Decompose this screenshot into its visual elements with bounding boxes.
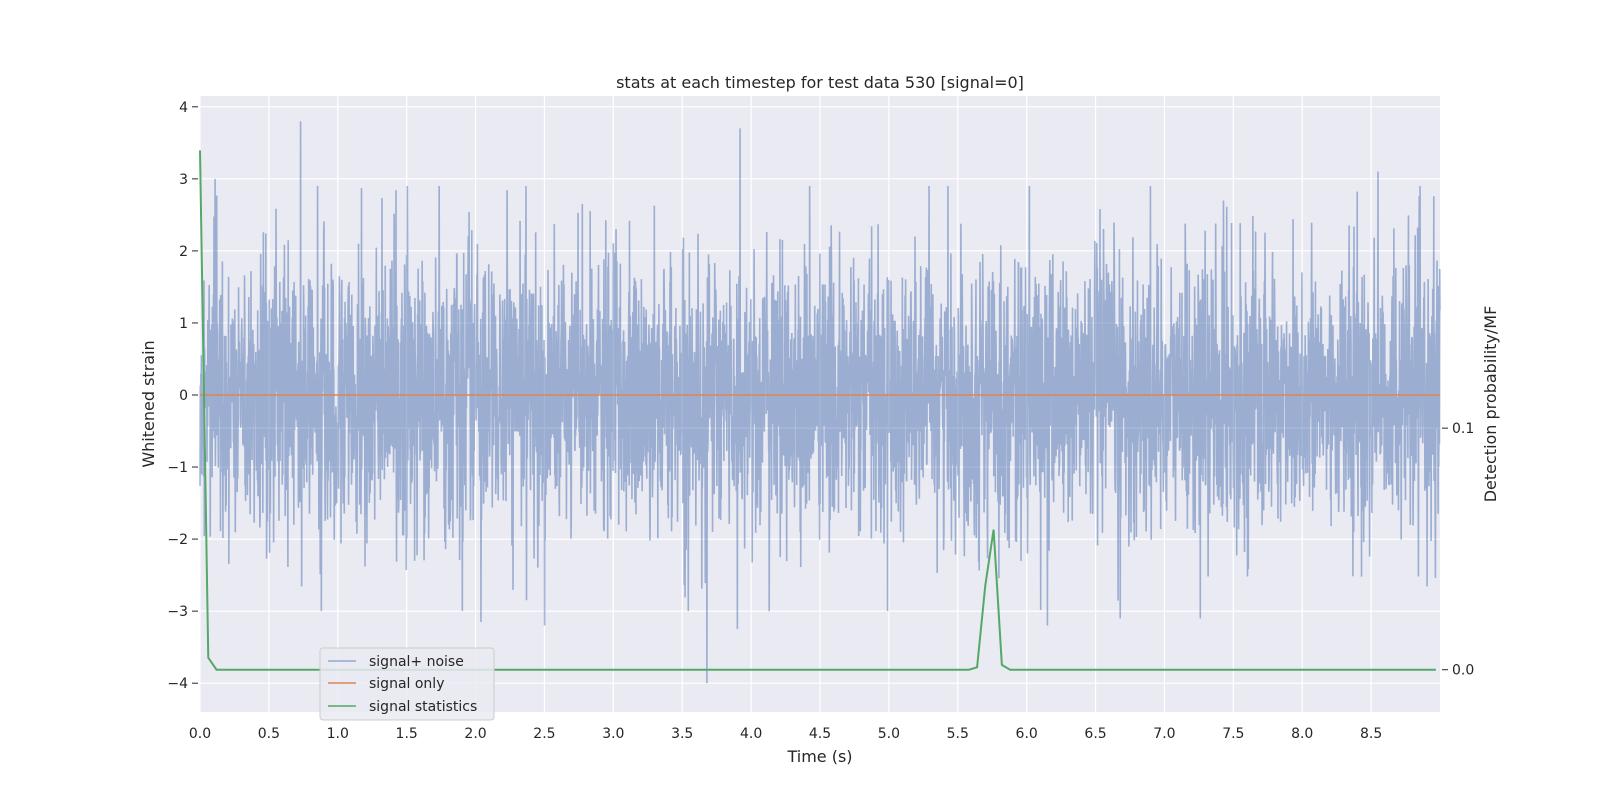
ticks: 0.0 0.5 1.0 1.5 2.0 2.5 3.0 3.5 4.0 4.5 5.0 5.5 6.0 6… [167, 100, 1474, 742]
x-tick-label: 4.5 [809, 726, 831, 742]
x-tick-label: 8.0 [1291, 726, 1313, 742]
legend-label-noise: signal+ noise [369, 654, 464, 670]
series-signal-noise [199, 121, 1441, 684]
x-tick-label: 8.5 [1360, 726, 1382, 742]
x-tick-label: 7.0 [1153, 726, 1175, 742]
legend-label-signal: signal only [369, 676, 444, 692]
x-tick-label: 5.0 [878, 726, 900, 742]
x-axis-label: Time (s) [786, 747, 852, 766]
plot-data [199, 121, 1441, 684]
y2-axis-label: Detection probability/MF [1481, 306, 1500, 503]
x-tick-label: 2.0 [464, 726, 486, 742]
x-tick-label: 5.5 [947, 726, 969, 742]
x-tick-label: 0.0 [189, 726, 211, 742]
y-tick-label: 4 [179, 100, 188, 116]
x-tick-label: 4.0 [740, 726, 762, 742]
legend-label-stats: signal statistics [369, 699, 477, 715]
series-signal-statistics [199, 150, 1436, 671]
y-tick-label: 0 [179, 388, 188, 404]
x-tick-label: 1.0 [327, 726, 349, 742]
y-tick-label: 1 [179, 316, 188, 332]
y2-tick-label: 0.0 [1452, 663, 1474, 679]
x-tick-label: 7.5 [1222, 726, 1244, 742]
legend-box [319, 647, 495, 721]
x-tick-label: 3.5 [671, 726, 693, 742]
y-tick-label: −1 [167, 460, 188, 476]
x-tick-label: 6.5 [1084, 726, 1106, 742]
chart-title: stats at each timestep for test data 530… [616, 73, 1024, 92]
legend: signal+ noise signal only signal statist… [319, 647, 495, 721]
y-axis-label: Whitened strain [139, 340, 158, 467]
x-tick-label: 3.0 [602, 726, 624, 742]
y-tick-label: 3 [179, 172, 188, 188]
x-tick-label: 6.0 [1016, 726, 1038, 742]
y-tick-label: −4 [167, 676, 188, 692]
x-tick-label: 2.5 [533, 726, 555, 742]
y-tick-label: −3 [167, 604, 188, 620]
y2-tick-label: 0.1 [1452, 421, 1474, 437]
y-tick-label: −2 [167, 532, 188, 548]
x-tick-label: 1.5 [396, 726, 418, 742]
y-tick-label: 2 [179, 244, 188, 260]
x-tick-label: 0.5 [258, 726, 280, 742]
